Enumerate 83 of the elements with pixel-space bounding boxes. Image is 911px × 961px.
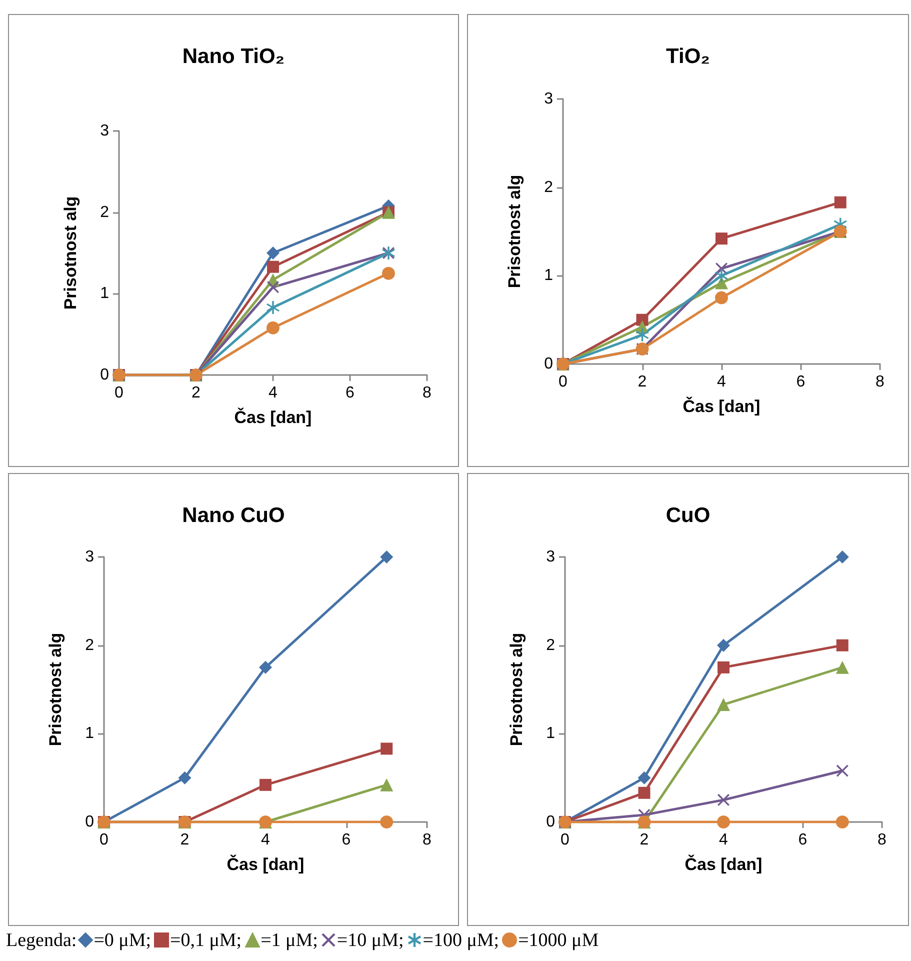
y-tick-label: 1	[100, 285, 110, 302]
point	[834, 196, 846, 208]
legend-label: =0 μM;	[94, 930, 152, 951]
legend-label: =1000 μM	[518, 930, 599, 951]
y-tick-label: 0	[544, 356, 554, 372]
x-tick-label: 0	[560, 832, 570, 848]
y-tick-label: 3	[544, 90, 554, 108]
point	[260, 778, 272, 791]
point	[266, 246, 280, 260]
point	[259, 660, 272, 674]
point	[836, 639, 848, 652]
y-tick-label: 1	[85, 725, 94, 742]
x-tick-label: 6	[342, 832, 351, 848]
x-tick-label: 8	[876, 374, 885, 390]
chart-title: CuO	[666, 504, 710, 527]
y-axis-title: Prisotnost alg	[61, 196, 80, 310]
point	[382, 266, 395, 280]
x-tick-label: 8	[422, 384, 432, 402]
y-axis-title: Prisotnost alg	[507, 632, 526, 746]
point	[638, 771, 651, 784]
x-axis-title: Čas [dan]	[682, 396, 760, 416]
legend-label: =100 μM;	[422, 930, 500, 951]
point	[636, 328, 649, 342]
x-tick-label: 8	[422, 832, 432, 848]
x-tick-label: 4	[268, 384, 278, 402]
y-tick-label: 2	[544, 178, 554, 196]
y-tick-label: 0	[546, 814, 556, 830]
y-axis-title: Prisotnost alg	[46, 632, 65, 746]
x-tick-label: 2	[638, 374, 647, 390]
x-tick-label: 4	[717, 374, 726, 390]
point	[836, 550, 849, 564]
point	[836, 816, 849, 828]
y-tick-label: 0	[85, 814, 94, 830]
point	[638, 786, 650, 799]
legend-label: =10 μM;	[336, 930, 404, 951]
x-axis-title: Čas [dan]	[684, 854, 762, 874]
legend-label: =0,1 μM;	[170, 930, 242, 951]
chart-title: Nano CuO	[182, 504, 285, 527]
legend-label: =1 μM;	[260, 930, 318, 951]
y-tick-label: 3	[100, 122, 110, 140]
y-tick-label: 3	[546, 548, 556, 566]
point	[380, 816, 394, 828]
point	[380, 778, 394, 792]
y-tick-label: 1	[544, 267, 554, 284]
point	[717, 638, 730, 652]
point	[380, 742, 393, 755]
point	[718, 794, 730, 806]
point	[717, 698, 730, 712]
x-axis-title: Čas [dan]	[234, 407, 312, 427]
y-tick-label: 2	[100, 204, 110, 221]
point	[716, 232, 728, 245]
x-tick-label: 8	[878, 832, 887, 848]
y-tick-label: 2	[546, 636, 556, 654]
x-tick-label: 4	[719, 832, 728, 848]
x-tick-label: 0	[558, 374, 568, 390]
point	[266, 321, 280, 334]
point	[836, 660, 849, 674]
x-tick-label: 6	[796, 374, 806, 390]
x-tick-label: 6	[798, 832, 808, 848]
y-tick-label: 3	[85, 548, 94, 566]
point	[380, 550, 394, 564]
y-axis-title: Prisotnost alg	[505, 174, 524, 288]
x-tick-label: 0	[114, 384, 124, 402]
x-tick-label: 6	[346, 384, 355, 402]
chart-title: TiO₂	[666, 45, 710, 68]
x-tick-label: 2	[180, 832, 190, 848]
x-axis-title: Čas [dan]	[226, 854, 304, 874]
x-tick-label: 4	[261, 832, 270, 848]
point	[715, 291, 728, 304]
legend-title: Legenda:	[6, 930, 77, 951]
point	[267, 281, 279, 294]
point	[717, 816, 730, 828]
chart-title: Nano TiO₂	[182, 45, 285, 68]
y-tick-label: 1	[546, 725, 556, 742]
y-tick-label: 2	[85, 636, 94, 654]
x-tick-label: 2	[640, 832, 649, 848]
point	[718, 661, 730, 674]
point	[836, 764, 848, 777]
point	[178, 771, 192, 784]
point	[266, 300, 280, 314]
point	[267, 260, 279, 273]
x-tick-label: 2	[192, 384, 201, 402]
point	[715, 269, 728, 282]
